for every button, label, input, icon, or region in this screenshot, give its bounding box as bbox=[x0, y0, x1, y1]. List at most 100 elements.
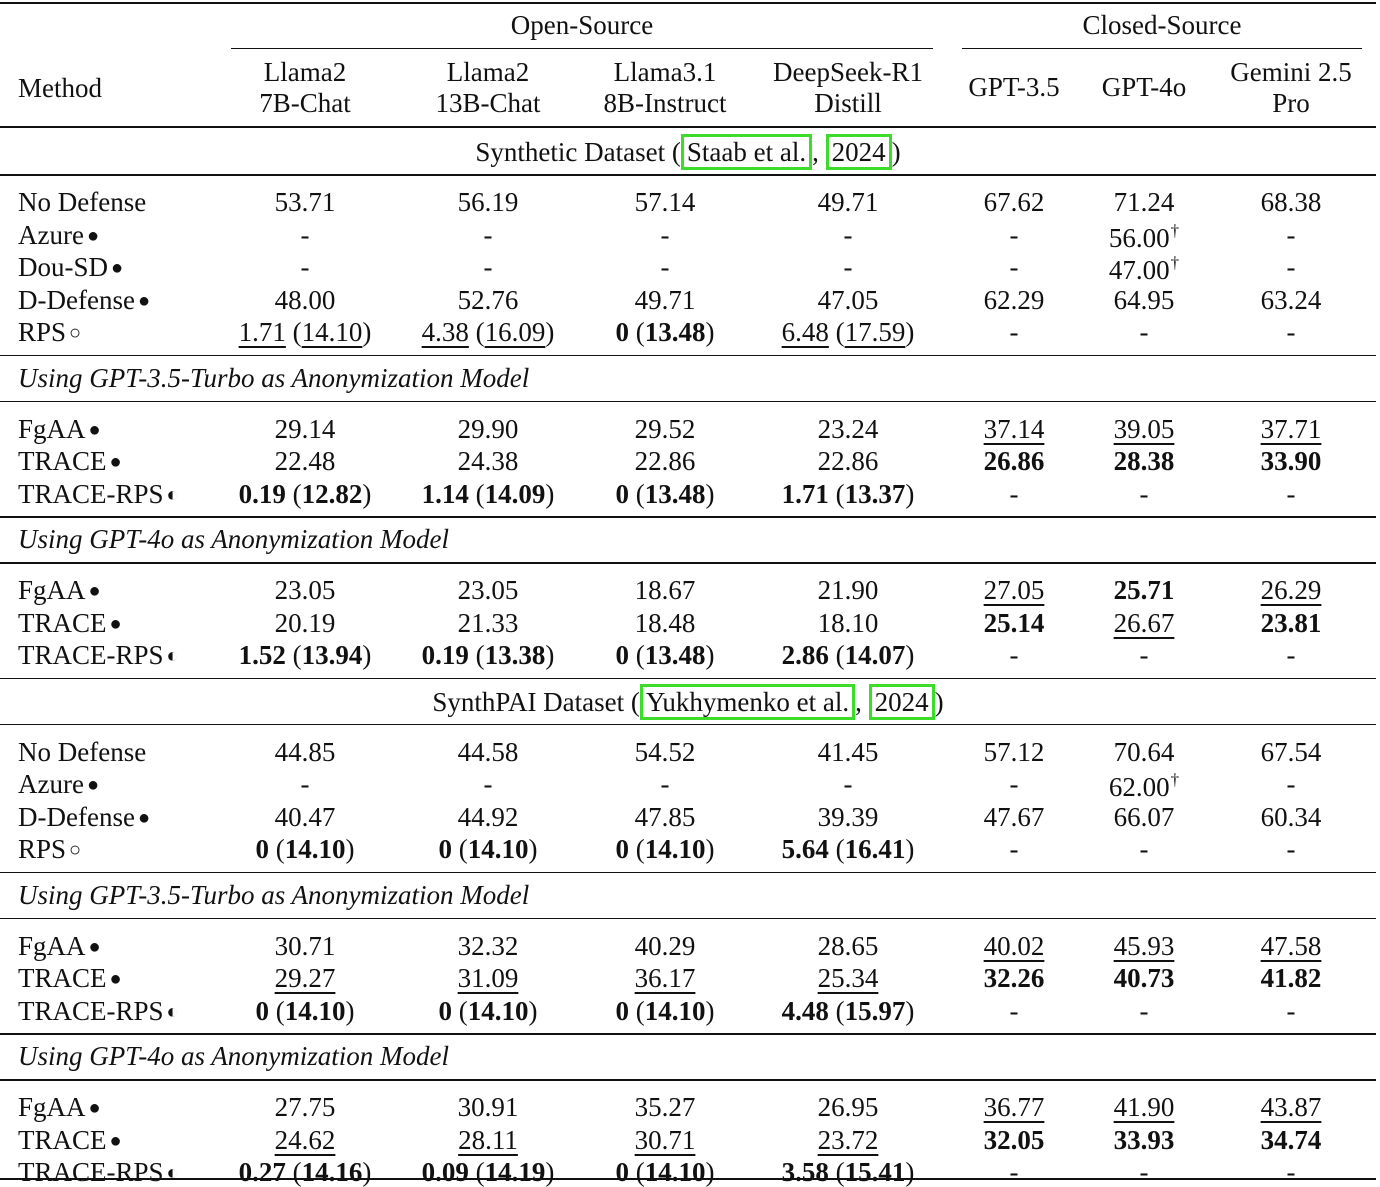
cell-value: 41.82 bbox=[1260, 963, 1322, 993]
anonymization-subheader: Using GPT-4o as Anonymization Model bbox=[18, 524, 449, 554]
cell-value: 40.47 bbox=[274, 801, 336, 832]
cell-value: 3.58 bbox=[781, 1157, 829, 1187]
column-header-line: 8B-Instruct bbox=[603, 88, 727, 118]
column-header: Gemini 2.5 Pro bbox=[1201, 57, 1380, 119]
method-type-marker: ● bbox=[137, 289, 151, 312]
paren: ( bbox=[468, 478, 485, 509]
cell-value: - bbox=[1009, 995, 1019, 1026]
table-cell: 52.76 bbox=[398, 286, 578, 314]
paren: ) bbox=[705, 834, 715, 864]
cell-value: - bbox=[1286, 834, 1296, 864]
table-cell: 0 (13.48) bbox=[575, 642, 755, 669]
cell-value: - bbox=[660, 252, 670, 282]
cell-value: 21.33 bbox=[457, 607, 519, 638]
table-row-method: TRACE ● bbox=[18, 448, 122, 475]
column-header: Llama2 7B-Chat bbox=[215, 57, 395, 119]
method-type-marker: ● bbox=[111, 257, 124, 279]
cell-value: - bbox=[1139, 640, 1149, 670]
paren: ( bbox=[452, 834, 468, 864]
citation-link[interactable]: Yukhymenko et al. bbox=[639, 683, 856, 720]
cell-value: - bbox=[483, 769, 493, 799]
table-cell: 45.93 bbox=[1054, 932, 1234, 960]
paren: ) bbox=[345, 834, 355, 864]
cell-value: 28.65 bbox=[817, 930, 879, 961]
method-type-marker: ◐ bbox=[166, 645, 179, 667]
method-type-marker: ● bbox=[88, 580, 101, 602]
paren: ( bbox=[629, 1157, 645, 1187]
method-name: FgAA bbox=[18, 575, 86, 605]
table-cell: 21.33 bbox=[398, 607, 578, 638]
cell-value: 0 bbox=[615, 317, 630, 347]
cell-value: 25.34 bbox=[817, 963, 879, 993]
table-cell: 36.77 bbox=[924, 1094, 1104, 1121]
cell-value: 29.14 bbox=[274, 413, 336, 444]
table-row-method: Dou-SD ● bbox=[18, 254, 123, 281]
method-type-marker: ● bbox=[137, 806, 151, 829]
dataset-name: SynthPAI Dataset ( bbox=[432, 686, 640, 717]
table-cell: 18.67 bbox=[575, 577, 755, 604]
method-type-marker: ○ bbox=[69, 839, 82, 861]
cell-value: 49.71 bbox=[634, 284, 696, 315]
paren: ( bbox=[468, 640, 485, 670]
table-cell: 24.62 bbox=[215, 1126, 395, 1154]
paren: ( bbox=[828, 834, 845, 864]
cell-value: 27.75 bbox=[274, 1092, 336, 1122]
table-row-method: TRACE-RPS ◐ bbox=[18, 480, 179, 508]
table-cell: - bbox=[758, 771, 938, 798]
table-cell: 62.29 bbox=[924, 286, 1104, 314]
paren: ) bbox=[528, 834, 538, 864]
cell-value: 64.95 bbox=[1113, 284, 1175, 315]
cell-value: 44.92 bbox=[457, 801, 519, 832]
table-cell: 0 (14.10) bbox=[398, 997, 578, 1025]
table-row-method: TRACE-RPS ◐ bbox=[18, 642, 179, 669]
cell-value: - bbox=[1009, 769, 1019, 799]
table-cell: - bbox=[924, 221, 1104, 249]
citation-link[interactable]: Staab et al. bbox=[680, 134, 813, 170]
citation-year-link[interactable]: 2024 bbox=[868, 683, 935, 720]
paren: ) bbox=[362, 478, 372, 509]
paren: ) bbox=[545, 1157, 555, 1187]
paren: ) bbox=[705, 478, 715, 509]
table-cell: - bbox=[575, 254, 755, 281]
method-name: D-Defense bbox=[18, 284, 135, 315]
table-cell: - bbox=[1054, 836, 1234, 863]
cell-value: 47.00 bbox=[1108, 255, 1170, 285]
table-cell: 32.26 bbox=[924, 965, 1104, 992]
table-cell: 22.48 bbox=[215, 448, 395, 475]
cell-value: 53.71 bbox=[274, 187, 336, 217]
table-cell: 0 (14.10) bbox=[575, 836, 755, 863]
method-type-marker: ◐ bbox=[166, 1000, 179, 1023]
cell-value: 0 bbox=[615, 640, 630, 670]
cell-value: 20.19 bbox=[274, 607, 336, 638]
method-type-marker: ● bbox=[88, 1097, 101, 1119]
method-type-marker: ● bbox=[109, 968, 122, 990]
cell-secondary-value: 14.10 bbox=[644, 995, 706, 1026]
table-row-method: TRACE ● bbox=[18, 1126, 122, 1154]
open-source-rule bbox=[231, 48, 933, 49]
table-cell: 23.81 bbox=[1201, 609, 1380, 637]
table-cell: - bbox=[758, 254, 938, 281]
method-name: TRACE bbox=[18, 607, 107, 638]
table-cell: 1.14 (14.09) bbox=[398, 478, 578, 509]
group-closed-source: Closed-Source bbox=[1082, 10, 1242, 40]
cell-value: 66.07 bbox=[1113, 801, 1175, 832]
table-cell: 24.38 bbox=[398, 448, 578, 475]
paren: ( bbox=[629, 640, 645, 670]
table-cell: 56.00† bbox=[1054, 222, 1234, 252]
table-cell: - bbox=[215, 219, 395, 250]
cell-value: 60.34 bbox=[1260, 801, 1322, 832]
table-cell: 49.71 bbox=[758, 189, 938, 216]
cell-value: 56.19 bbox=[457, 187, 519, 217]
cell-secondary-value: 13.38 bbox=[484, 640, 546, 670]
table-cell: 18.10 bbox=[758, 609, 938, 637]
citation-year-link[interactable]: 2024 bbox=[825, 134, 892, 170]
table-cell: 44.85 bbox=[215, 738, 395, 766]
cell-value: 0.19 bbox=[238, 478, 286, 509]
table-cell: - bbox=[924, 771, 1104, 798]
table-cell: - bbox=[1201, 221, 1380, 249]
column-header-line: Llama2 bbox=[446, 57, 530, 87]
table-cell: 26.86 bbox=[924, 448, 1104, 475]
cell-value: - bbox=[300, 219, 310, 250]
paren: ( bbox=[269, 995, 285, 1026]
